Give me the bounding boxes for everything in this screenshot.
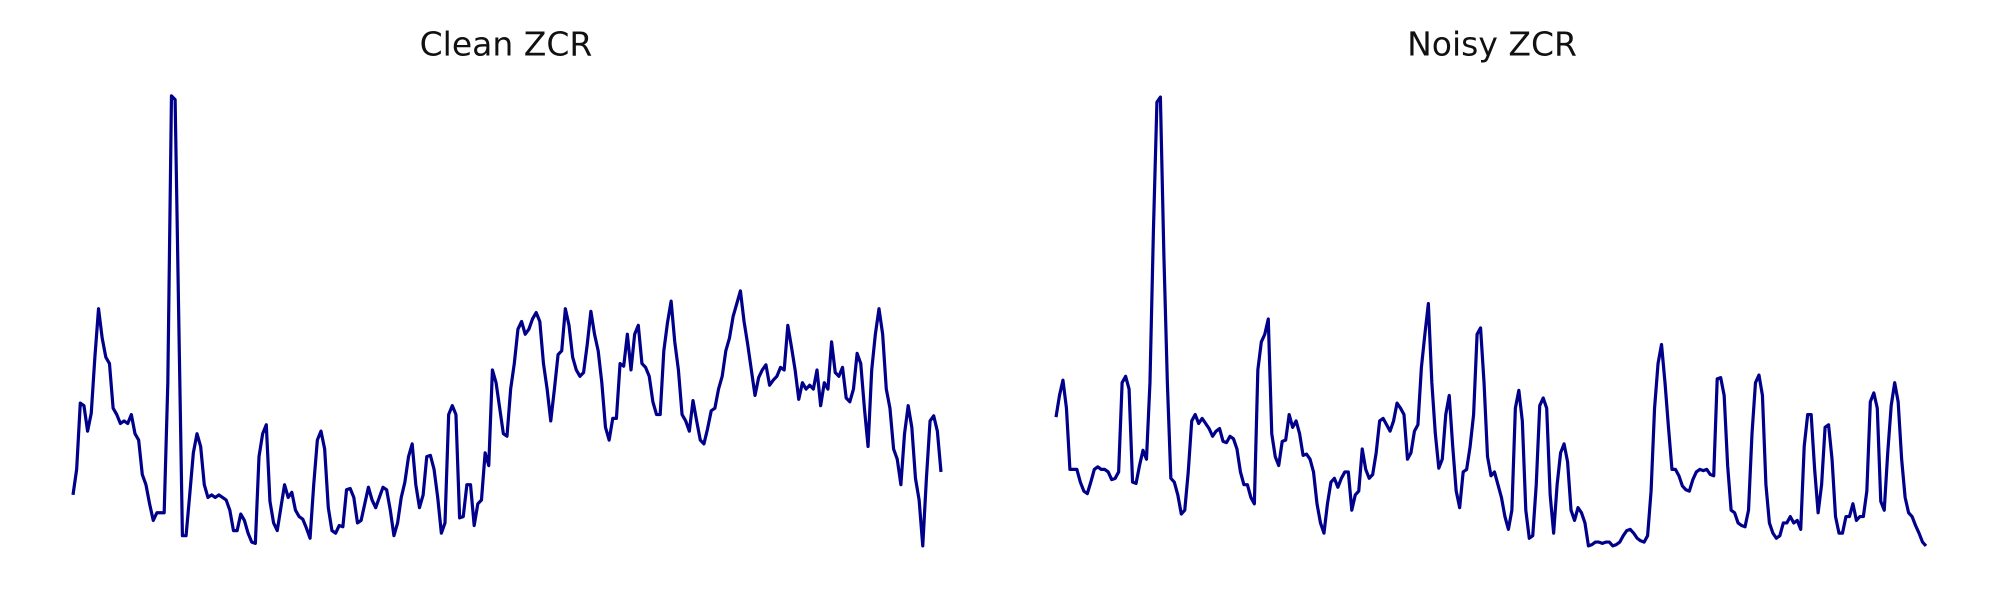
chart-title: Clean ZCR xyxy=(420,25,593,64)
chart-title: Noisy ZCR xyxy=(1407,25,1577,64)
line-series xyxy=(71,94,943,548)
line-series xyxy=(1054,95,1928,548)
